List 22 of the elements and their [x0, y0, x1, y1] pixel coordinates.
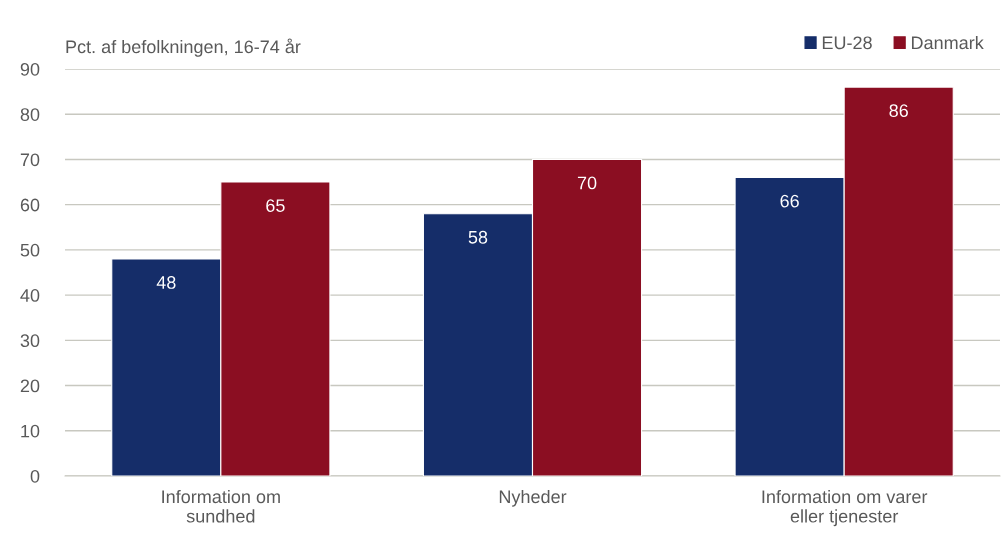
y-tick-label: 0 — [30, 469, 40, 483]
data-label: 66 — [780, 194, 799, 208]
y-tick-label: 40 — [20, 289, 40, 302]
y-axis-title: Pct. af befolkningen, 16-74 år — [66, 38, 301, 57]
data-label: 86 — [889, 104, 908, 118]
legend-label: EU-28 — [822, 36, 872, 50]
y-tick-label: 60 — [20, 198, 40, 212]
x-tick-label: Nyheder — [499, 489, 567, 507]
y-tick-label: 50 — [20, 243, 40, 257]
legend-label: Danmark — [911, 35, 984, 50]
data-label: 58 — [468, 230, 488, 244]
y-tick-label: 90 — [20, 62, 40, 76]
y-tick-label: 20 — [20, 379, 40, 393]
y-tick-label: 30 — [20, 334, 40, 348]
x-tick-label: Information om sundhed — [162, 489, 280, 523]
data-label: 48 — [156, 276, 176, 289]
y-tick-label: 10 — [21, 424, 40, 438]
x-tick-label: Information om varer eller tjenester — [762, 489, 928, 527]
y-tick-label: 70 — [20, 153, 40, 167]
data-label: 70 — [577, 176, 597, 190]
data-label: 65 — [266, 199, 285, 212]
y-tick-label: 80 — [20, 108, 40, 121]
